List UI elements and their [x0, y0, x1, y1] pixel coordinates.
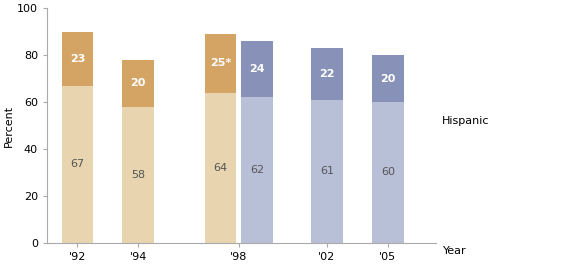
Bar: [205, 93, 236, 243]
Text: 25*: 25*: [210, 58, 231, 68]
Text: 62: 62: [250, 165, 264, 175]
Text: 22: 22: [319, 69, 335, 79]
Text: 23: 23: [70, 54, 85, 64]
Bar: [241, 41, 273, 97]
Bar: [372, 102, 403, 243]
Text: Hispanic: Hispanic: [442, 116, 490, 126]
Bar: [205, 34, 236, 93]
Bar: [241, 97, 273, 243]
Bar: [311, 48, 343, 100]
Bar: [62, 32, 93, 86]
Bar: [311, 100, 343, 243]
Text: Year: Year: [443, 246, 467, 256]
Bar: [122, 60, 154, 107]
Text: 20: 20: [131, 78, 146, 88]
Text: 58: 58: [131, 170, 145, 180]
Bar: [122, 107, 154, 243]
Text: 67: 67: [70, 159, 85, 169]
Text: 64: 64: [213, 163, 227, 173]
Text: 61: 61: [320, 166, 334, 176]
Bar: [372, 55, 403, 102]
Bar: [62, 86, 93, 243]
Text: 20: 20: [380, 74, 396, 84]
Text: 24: 24: [249, 64, 265, 74]
Text: 60: 60: [381, 167, 395, 177]
Y-axis label: Percent: Percent: [4, 105, 14, 147]
